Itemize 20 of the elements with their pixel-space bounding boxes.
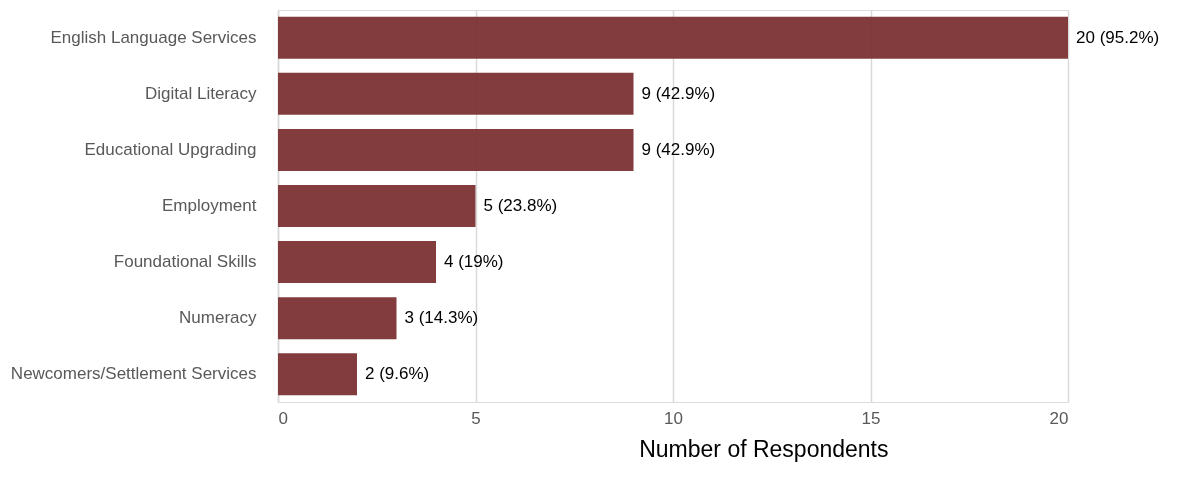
- y-tick-label: Educational Upgrading: [84, 139, 257, 159]
- data-label: 5 (23.8%): [483, 196, 558, 215]
- data-label: 20 (95.2%): [1076, 27, 1160, 47]
- data-label: 9 (42.9%): [641, 83, 716, 103]
- data-label: 2 (9.6%): [365, 364, 430, 384]
- data-label: 4 (19%): [444, 252, 504, 272]
- y-tick-label: Newcomers/Settlement Services: [10, 364, 257, 384]
- y-tick-label: Foundational Skills: [113, 252, 257, 272]
- x-tick-label: 20: [1049, 408, 1069, 428]
- data-label: 9 (42.9%): [641, 139, 716, 159]
- y-tick-label: English Language Services: [50, 27, 257, 47]
- data-label: 3 (14.3%): [404, 308, 479, 328]
- x-axis-title: Number of Respondents: [639, 435, 889, 462]
- y-tick-label: Digital Literacy: [145, 83, 257, 103]
- x-tick-label: 0: [278, 408, 288, 428]
- y-tick-label: Employment: [162, 196, 257, 215]
- x-tick-label: 5: [471, 408, 481, 428]
- x-tick-label: 15: [861, 408, 881, 428]
- x-tick-label: 10: [664, 408, 683, 428]
- y-tick-label: Numeracy: [179, 308, 257, 328]
